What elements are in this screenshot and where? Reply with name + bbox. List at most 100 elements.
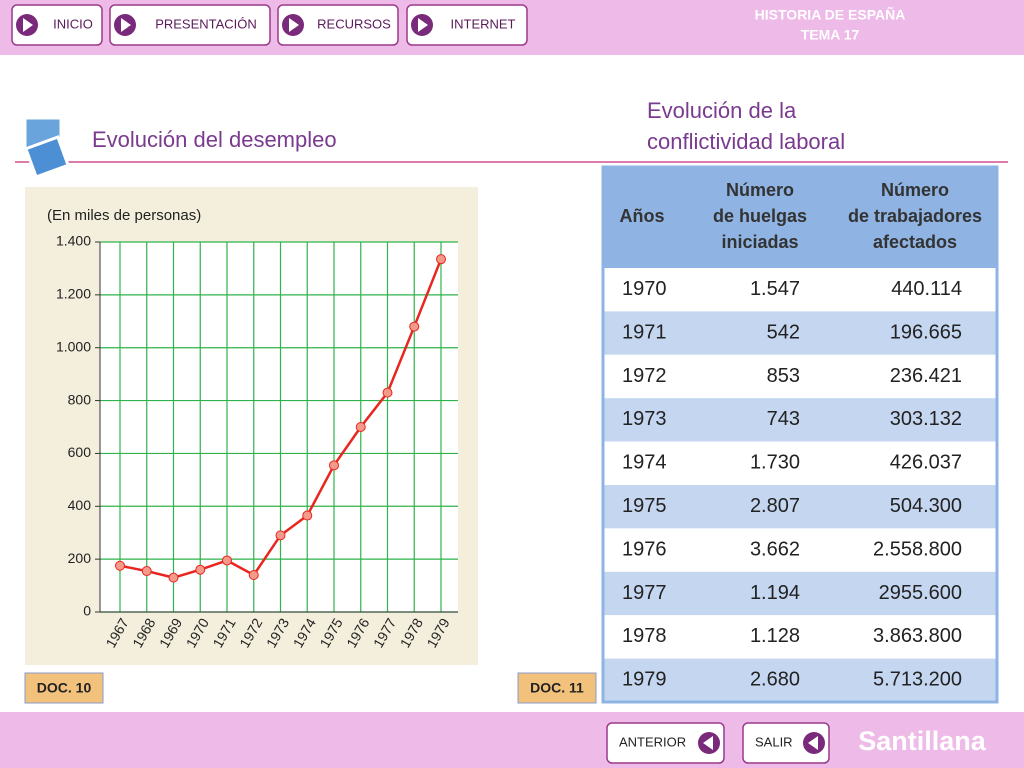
icon (23, 135, 71, 179)
point (275, 530, 286, 541)
table-cell: 303.132 (890, 408, 962, 430)
table-cell: 1971 (622, 321, 667, 343)
y-tick-label: 600 (68, 444, 92, 460)
plot-area (100, 242, 458, 612)
point (195, 564, 206, 575)
table-cell: 1978 (622, 625, 667, 647)
table-cell: 542 (767, 321, 800, 343)
footer-label[interactable]: SALIR (755, 734, 793, 749)
table-cell: 1.194 (750, 582, 800, 604)
nav-label[interactable]: INICIO (53, 16, 93, 31)
table-border (601, 165, 999, 704)
point (168, 572, 179, 583)
nav-label[interactable]: PRESENTACIÓN (155, 16, 257, 31)
nav-label[interactable]: RECURSOS (317, 16, 391, 31)
table-cell: 504.300 (890, 495, 962, 517)
y-tick-label: 1.400 (56, 233, 91, 249)
table-cell: 1974 (622, 452, 667, 474)
table-row (603, 528, 997, 572)
nav-arrow (418, 18, 428, 32)
table-cell: 3.863.800 (873, 625, 962, 647)
nav-button[interactable] (11, 4, 103, 46)
table-header: Número de trabajadores afectados (848, 180, 982, 252)
table-row (603, 485, 997, 529)
table-header: Años (620, 206, 665, 226)
table-row (603, 615, 997, 659)
table-row (603, 658, 997, 702)
table-cell: 426.037 (890, 452, 962, 474)
footer-label[interactable]: ANTERIOR (619, 734, 686, 749)
table-cell: 1.730 (750, 452, 800, 474)
table-row (603, 268, 997, 312)
brand: Santillana (858, 726, 987, 756)
chart-subtitle: (En miles de personas) (47, 207, 201, 224)
table-cell: 2.680 (750, 669, 800, 691)
y-tick-label: 1.000 (56, 338, 91, 354)
table-cell: 853 (767, 365, 800, 387)
footer-button[interactable] (742, 722, 830, 764)
table-cell: 3.662 (750, 538, 800, 560)
y-tick-label: 1.200 (56, 286, 91, 302)
doc-label: DOC. 10 (37, 680, 92, 696)
table-cell: 1.547 (750, 278, 800, 300)
nav-arrow (121, 18, 131, 32)
nav-arrow (23, 18, 33, 32)
table-cell: 2.558.800 (873, 538, 962, 560)
table-cell: 440.114 (891, 278, 962, 300)
table-row (603, 398, 997, 442)
table-cell: 1979 (622, 669, 667, 691)
table-title: Evolución de la conflictividad laboral (647, 98, 845, 154)
header-subtitle: TEMA 17 (801, 27, 860, 43)
y-tick-label: 0 (83, 603, 91, 619)
doc-label-box (24, 672, 104, 704)
table-cell: 1975 (622, 495, 667, 517)
doc-label: DOC. 11 (530, 680, 584, 696)
table: Años Número de huelgas iniciadas Número de tr… (601, 165, 999, 704)
table-cell: 1976 (622, 538, 667, 560)
nav-button[interactable] (406, 4, 528, 46)
table-row (603, 441, 997, 485)
table-cell: 743 (767, 408, 800, 430)
table-cell: 2.807 (750, 495, 800, 517)
nav-button[interactable] (277, 4, 399, 46)
table-cell: 1977 (622, 582, 667, 604)
footer-arrow (703, 736, 713, 750)
y-tick-label: 200 (68, 550, 92, 566)
point (222, 555, 232, 566)
bottom-bar (0, 712, 1024, 768)
point (355, 422, 366, 432)
point (141, 566, 152, 577)
nav-label[interactable]: INTERNET (451, 16, 516, 31)
table-cell: 1970 (622, 278, 667, 300)
chart-title: Evolución del desempleo (92, 127, 337, 152)
controls: DOC. 10 DOC. 11 INICIO PRESENTACIÓN RECURSOS… (11, 4, 987, 764)
table-cell: 1972 (622, 365, 667, 387)
nav-button[interactable] (109, 4, 271, 46)
point (409, 321, 420, 332)
table-cell: 5.713.200 (873, 669, 962, 691)
table-header: Número de huelgas iniciadas (713, 180, 807, 252)
table-cell: 1973 (622, 408, 667, 430)
y-tick-label: 400 (68, 497, 92, 513)
table-cell: 2955.600 (879, 582, 962, 604)
chart: 02004006008001.0001.2001.400196719681969… (56, 233, 458, 650)
point (436, 254, 446, 265)
footer-arrow (808, 736, 818, 750)
point (248, 570, 259, 580)
point (382, 387, 393, 398)
header-title: HISTORIA DE ESPAÑA (755, 6, 906, 23)
table-header-bg (603, 167, 997, 268)
footer-button[interactable] (606, 722, 725, 764)
table-row (603, 571, 997, 616)
table-cell: 236.421 (890, 365, 962, 387)
table-cell: 196.665 (890, 321, 962, 343)
table-row (603, 354, 997, 399)
y-tick-label: 800 (68, 391, 92, 407)
table-row (603, 311, 997, 355)
point (329, 460, 339, 471)
point (115, 560, 125, 571)
doc-label-box (517, 672, 597, 704)
table-cell: 1.128 (750, 625, 800, 647)
nav-arrow (289, 18, 299, 32)
